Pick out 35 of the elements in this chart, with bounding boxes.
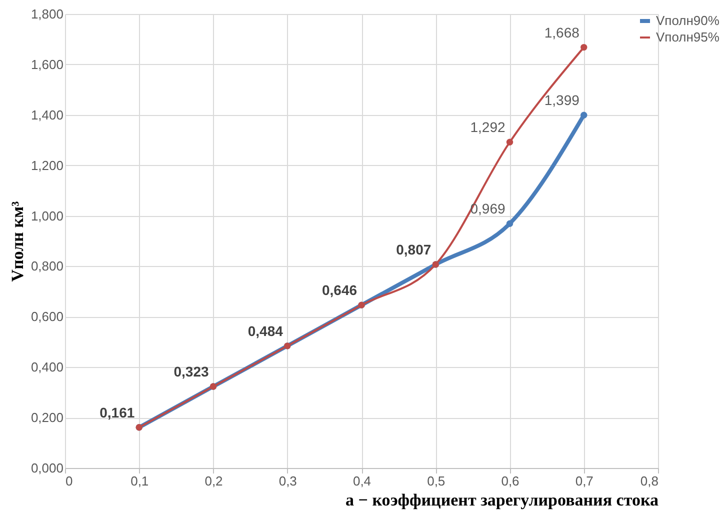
- x-tick-label: 0,5: [427, 474, 446, 488]
- y-tick-label: 0,400: [30, 360, 64, 375]
- x-tick-label: 0,1: [130, 474, 149, 488]
- y-tick-label: 1,800: [30, 6, 64, 22]
- x-tick-label: 0,8: [640, 474, 658, 488]
- point: [580, 44, 588, 51]
- legend-label: Vполн90%: [656, 13, 720, 28]
- y-tick-label: 1,400: [30, 107, 64, 122]
- y-tick-label: 1,600: [30, 56, 64, 72]
- legend-label: Vполн95%: [656, 30, 720, 44]
- x-tick-label: 0,7: [575, 474, 594, 488]
- data-label: 1,668: [544, 24, 580, 40]
- y-tick-label: 0,000: [30, 460, 64, 476]
- x-tick-label: 0,4: [352, 474, 372, 488]
- x-tick-label: 0: [66, 474, 73, 488]
- y-tick-label: 1,200: [30, 158, 64, 173]
- point: [506, 220, 514, 227]
- data-label: 0,484: [248, 322, 284, 339]
- x-tick-label: 0,6: [501, 474, 520, 488]
- y-tick-label: 0,200: [30, 410, 64, 426]
- point: [580, 112, 588, 118]
- data-label: 1,292: [470, 119, 506, 136]
- data-label: 0,807: [396, 241, 432, 258]
- y-axis-title: Vполн км³: [8, 201, 27, 282]
- data-label: 0,646: [322, 282, 358, 298]
- y-tick-label: 0,800: [30, 258, 64, 274]
- point: [506, 138, 514, 146]
- data-label: 0,323: [174, 364, 209, 380]
- y-tick-label: 1,000: [30, 208, 64, 224]
- data-label: 0,161: [100, 404, 135, 420]
- data-label: 1,399: [544, 92, 580, 108]
- x-axis-title: a − коэффициент зарегулирования стока: [346, 490, 659, 510]
- y-tick-label: 0,600: [30, 309, 64, 324]
- x-tick-label: 0,2: [204, 474, 223, 488]
- x-tick-label: 0,3: [278, 474, 297, 488]
